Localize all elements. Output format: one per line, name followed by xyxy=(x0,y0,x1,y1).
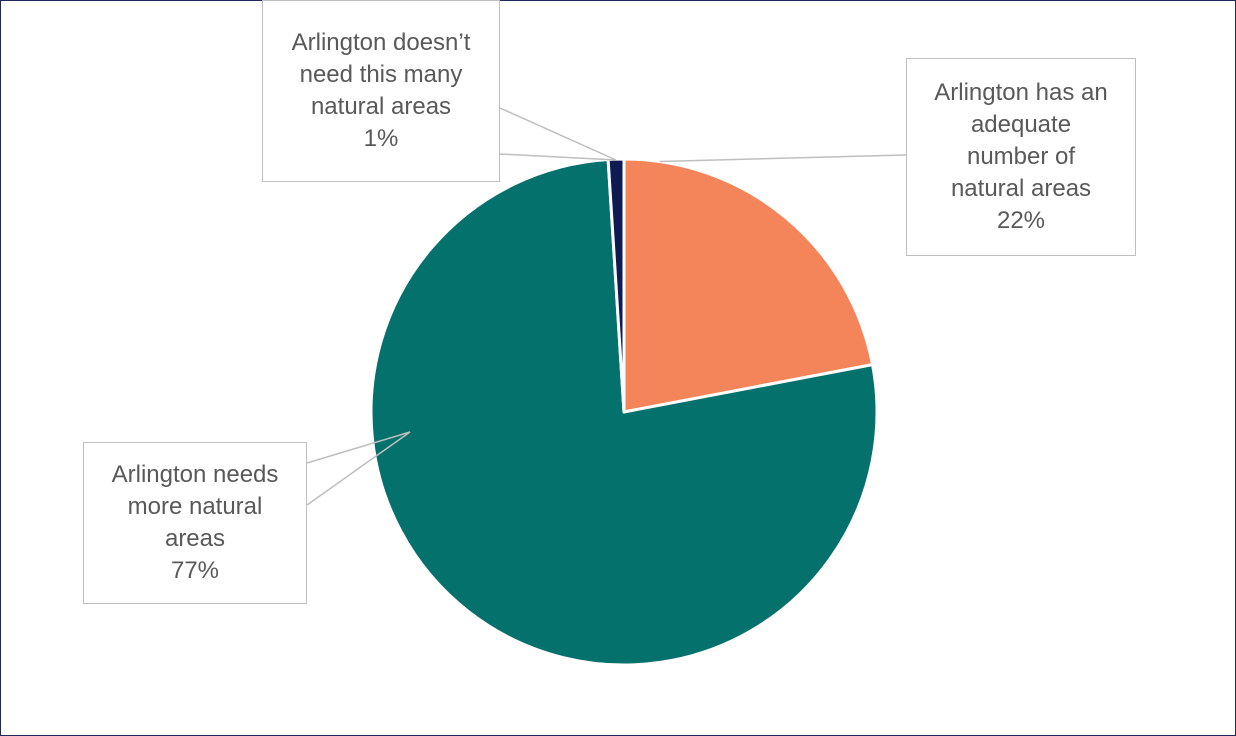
data-label-fewer-category: Arlington doesn’t need this many natural… xyxy=(291,29,471,120)
data-label-adequate-category: Arlington has an adequate number of natu… xyxy=(934,79,1108,202)
data-label-adequate: Arlington has an adequate number of natu… xyxy=(906,58,1136,256)
leader-line-adequate xyxy=(659,154,907,163)
leader-line-fewer-2 xyxy=(499,153,617,161)
leader-lines xyxy=(306,107,907,506)
pie-slices xyxy=(369,157,879,667)
leader-line-fewer xyxy=(499,107,617,161)
data-label-fewer: Arlington doesn’t need this many natural… xyxy=(262,0,500,182)
leader-line-more-2 xyxy=(306,431,411,506)
data-label-fewer-percent: 1% xyxy=(363,125,399,152)
data-label-adequate-percent: 22% xyxy=(996,207,1046,234)
leader-line-more xyxy=(306,431,411,464)
pie-slice-adequate xyxy=(622,157,875,414)
data-label-more-percent: 77% xyxy=(170,557,220,584)
data-label-more-category: Arlington needs more natural areas xyxy=(111,461,279,552)
data-label-more: Arlington needs more natural areas 77% xyxy=(83,442,307,604)
